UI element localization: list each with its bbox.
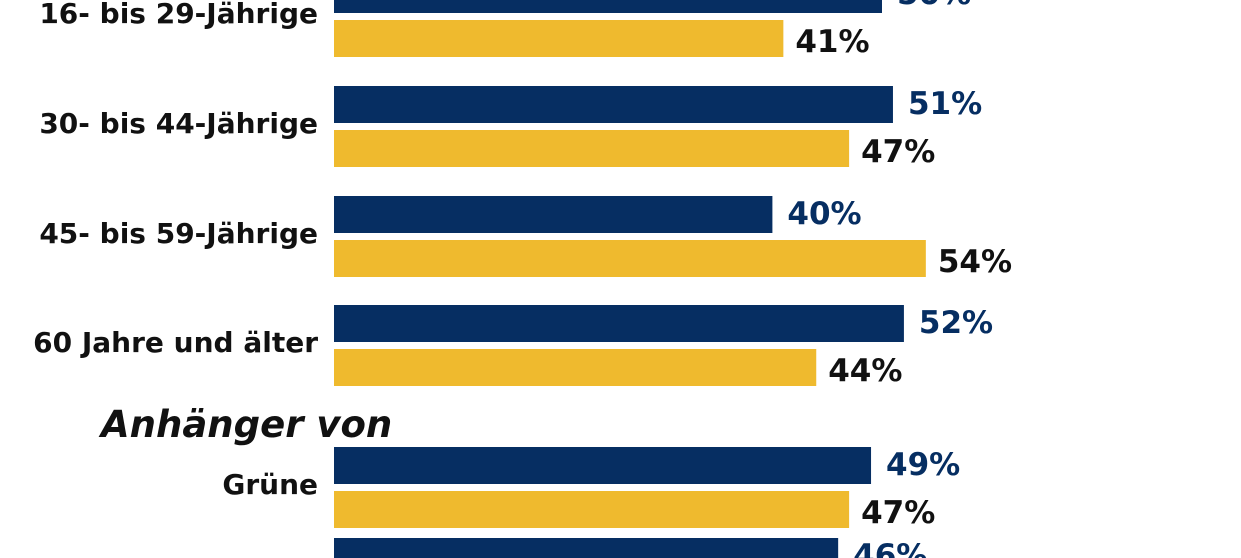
category-label: 16- bis 29-Jährige: [39, 0, 318, 30]
data-label: 54%: [938, 244, 1012, 280]
bar: [334, 240, 926, 277]
data-label: 40%: [787, 196, 861, 232]
data-label: 44%: [828, 353, 902, 389]
bar: [334, 305, 904, 342]
category-label: 45- bis 59-Jährige: [39, 217, 318, 250]
bar: [334, 447, 872, 484]
data-label: 46%: [853, 538, 927, 558]
data-label: 52%: [919, 305, 993, 341]
data-label: 49%: [886, 447, 960, 483]
data-label: 51%: [908, 86, 982, 122]
section-label: Anhänger von: [98, 403, 392, 446]
bar: [334, 538, 839, 558]
bar: [334, 130, 850, 167]
bar: [334, 20, 784, 57]
bar: [334, 86, 893, 123]
category-label: 60 Jahre und älter: [33, 326, 318, 359]
bar: [334, 491, 850, 528]
data-label: 47%: [861, 134, 935, 170]
data-label: 47%: [861, 495, 935, 531]
category-label: 30- bis 44-Jährige: [39, 107, 318, 140]
bar: [334, 196, 773, 233]
bar: [334, 349, 817, 386]
bar: [334, 0, 882, 13]
category-label: Grüne: [222, 468, 318, 501]
data-label: 50%: [897, 0, 971, 12]
data-label: 41%: [795, 24, 869, 60]
